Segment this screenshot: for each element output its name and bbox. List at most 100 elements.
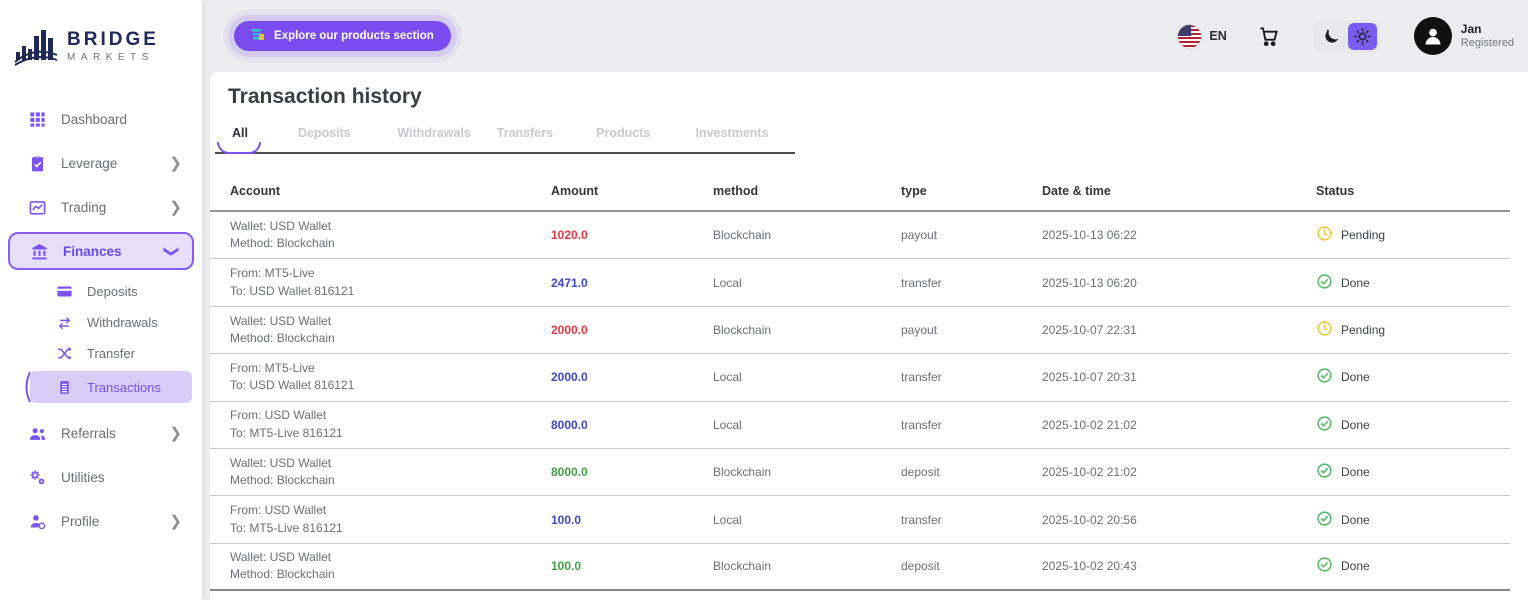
brand-name: BRIDGE MARKETS	[67, 30, 159, 63]
cell-datetime: 2025-10-07 20:31	[1042, 370, 1137, 385]
cell-type: transfer	[901, 370, 942, 385]
sidebar-item-profile[interactable]: Profile ❯	[0, 499, 202, 543]
tab-products[interactable]: Products	[596, 126, 651, 140]
chevron-down-icon: ❯	[163, 244, 181, 258]
account-line1: Wallet: USD Wallet	[230, 550, 332, 565]
chevron-right-icon: ❯	[169, 154, 182, 172]
people-group-icon	[28, 424, 47, 443]
sidebar-item-transactions[interactable]: Transactions	[25, 371, 192, 403]
account-line2: To: USD Wallet 816121	[230, 283, 355, 298]
cell-method: Blockchain	[713, 228, 772, 243]
sidebar-label-leverage: Leverage	[61, 155, 118, 171]
products-stack-icon	[251, 28, 266, 45]
cell-datetime: 2025-10-02 21:02	[1042, 465, 1137, 480]
cell-status: Pending	[1316, 320, 1510, 340]
sidebar-item-referrals[interactable]: Referrals ❯	[0, 411, 202, 455]
tab-investments[interactable]: Investments	[695, 126, 769, 140]
cell-method: Local	[713, 512, 742, 527]
tab-withdrawals[interactable]: Withdrawals	[397, 126, 471, 140]
cell-status: Pending	[1316, 225, 1510, 245]
sidebar-label-profile: Profile	[61, 513, 100, 529]
finances-submenu: Deposits Withdrawals Transfer	[0, 276, 202, 403]
tab-transfers[interactable]: Transfers	[496, 126, 554, 140]
explore-products-button[interactable]: Explore our products section	[234, 21, 451, 51]
account-line2: Method: Blockchain	[230, 567, 335, 582]
shuffle-icon	[55, 344, 74, 363]
cell-status: Done	[1316, 367, 1510, 387]
done-check-icon	[1316, 462, 1333, 482]
us-flag-icon[interactable]	[1177, 23, 1203, 49]
account-line1: From: USD Wallet	[230, 408, 327, 423]
sidebar-label-transactions: Transactions	[87, 379, 161, 395]
account-line1: From: USD Wallet	[230, 503, 327, 518]
sidebar-item-utilities[interactable]: Utilities	[0, 455, 202, 499]
cell-type: deposit	[901, 465, 940, 480]
done-check-icon	[1316, 273, 1333, 293]
topbar: Explore our products section EN	[202, 0, 1528, 72]
status-label: Done	[1341, 275, 1370, 290]
sidebar-label-finances: Finances	[63, 243, 122, 259]
person-badge-icon	[28, 512, 47, 531]
cell-status: Done	[1316, 462, 1510, 482]
active-tab-indicator	[217, 142, 261, 154]
sidebar-item-finances[interactable]: Finances ❯	[8, 232, 194, 270]
light-mode-sun-icon[interactable]	[1347, 22, 1377, 50]
sidebar-label-deposits: Deposits	[87, 284, 138, 299]
chart-line-icon	[28, 198, 47, 217]
status-label: Done	[1341, 512, 1370, 527]
account-line1: Wallet: USD Wallet	[230, 455, 332, 470]
sidebar-item-leverage[interactable]: Leverage ❯	[0, 141, 202, 185]
sidebar-label-utilities: Utilities	[61, 469, 105, 485]
cell-account: Wallet: USD Wallet Method: Blockchain	[230, 218, 551, 253]
account-line1: From: MT5-Live	[230, 266, 315, 281]
dark-mode-moon-icon[interactable]	[1317, 23, 1346, 50]
tab-all[interactable]: All	[232, 126, 248, 140]
cell-account: Wallet: USD Wallet Method: Blockchain	[230, 455, 551, 490]
table-row: From: USD Wallet To: MT5-Live 816121 800…	[210, 402, 1510, 449]
sidebar-label-transfer: Transfer	[87, 346, 135, 361]
cell-datetime: 2025-10-02 21:02	[1042, 417, 1137, 432]
user-status: Registered	[1460, 36, 1514, 49]
cell-status: Done	[1316, 415, 1510, 435]
cell-datetime: 2025-10-02 20:56	[1042, 512, 1137, 527]
cell-account: From: MT5-Live To: USD Wallet 816121	[230, 360, 551, 395]
brand-logo[interactable]: BRIDGE MARKETS	[0, 0, 202, 71]
status-label: Done	[1341, 465, 1370, 480]
account-line2: To: USD Wallet 816121	[230, 378, 355, 393]
status-label: Pending	[1341, 322, 1386, 337]
pending-clock-icon	[1316, 225, 1333, 245]
sidebar-item-trading[interactable]: Trading ❯	[0, 185, 202, 229]
explore-products-label: Explore our products section	[274, 30, 434, 42]
table-row: From: MT5-Live To: USD Wallet 816121 247…	[210, 259, 1510, 307]
done-check-icon	[1316, 367, 1333, 387]
cell-datetime: 2025-10-13 06:20	[1042, 275, 1137, 290]
cell-type: transfer	[901, 275, 942, 290]
status-label: Done	[1341, 417, 1370, 432]
language-label[interactable]: EN	[1209, 29, 1227, 43]
table-row: Wallet: USD Wallet Method: Blockchain 10…	[210, 212, 1510, 260]
cell-type: deposit	[901, 559, 940, 574]
cell-amount: 2000.0	[551, 322, 588, 337]
tab-deposits[interactable]: Deposits	[297, 126, 351, 140]
sidebar-item-dashboard[interactable]: Dashboard	[0, 97, 202, 141]
cell-method: Local	[713, 417, 742, 432]
cell-account: From: USD Wallet To: MT5-Live 816121	[230, 502, 551, 537]
done-check-icon	[1316, 556, 1333, 576]
table-row: From: MT5-Live To: USD Wallet 816121 200…	[210, 354, 1510, 402]
chevron-right-icon: ❯	[169, 424, 182, 442]
account-line2: To: MT5-Live 816121	[230, 425, 343, 440]
sidebar-item-transfer[interactable]: Transfer	[0, 338, 202, 369]
credit-card-icon	[55, 282, 74, 301]
table-row: Wallet: USD Wallet Method: Blockchain 20…	[210, 307, 1510, 355]
sidebar-item-withdrawals[interactable]: Withdrawals	[0, 307, 202, 338]
bridge-bars-logo-icon	[14, 22, 58, 71]
cell-status: Done	[1316, 510, 1510, 530]
sidebar-label-trading: Trading	[61, 199, 107, 215]
cart-icon[interactable]	[1257, 25, 1280, 48]
cell-type: transfer	[901, 512, 942, 527]
sidebar-nav: Dashboard Leverage ❯ Trading ❯	[0, 97, 202, 543]
user-avatar[interactable]	[1413, 17, 1452, 55]
sidebar-item-deposits[interactable]: Deposits	[0, 276, 202, 307]
gears-icon	[28, 468, 47, 487]
